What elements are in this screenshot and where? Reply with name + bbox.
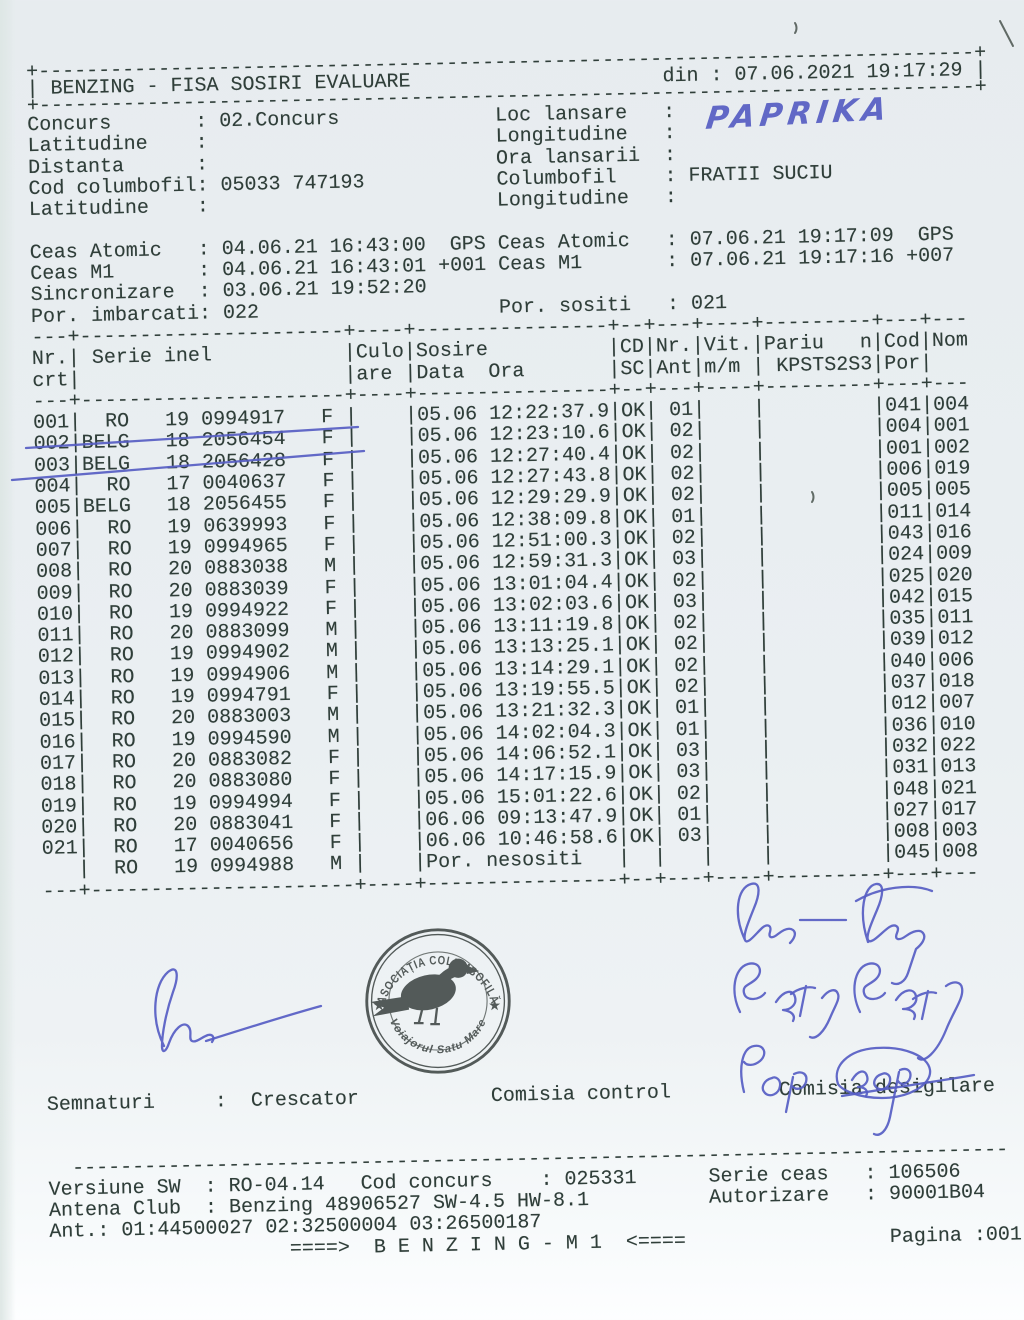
tick-mark-top [794, 22, 798, 34]
typewritten-document: +---------------------------------------… [26, 42, 1024, 1265]
stamp-star-right: ★ [489, 999, 501, 1013]
corner-slash-mark [999, 20, 1014, 47]
stamp-outer-ring [365, 928, 511, 1074]
stamp-arc-bottom-text: Voiajorul Satu Mare [387, 1017, 488, 1057]
stamp-pigeon-icon [370, 958, 480, 1026]
svg-text:Voiajorul Satu Mare: Voiajorul Satu Mare [387, 1017, 489, 1057]
stamp-middle-ring [370, 933, 506, 1069]
club-stamp: ASOCIAȚIA COLUMBOFILĂ Voiajorul Satu Mar… [365, 928, 511, 1074]
